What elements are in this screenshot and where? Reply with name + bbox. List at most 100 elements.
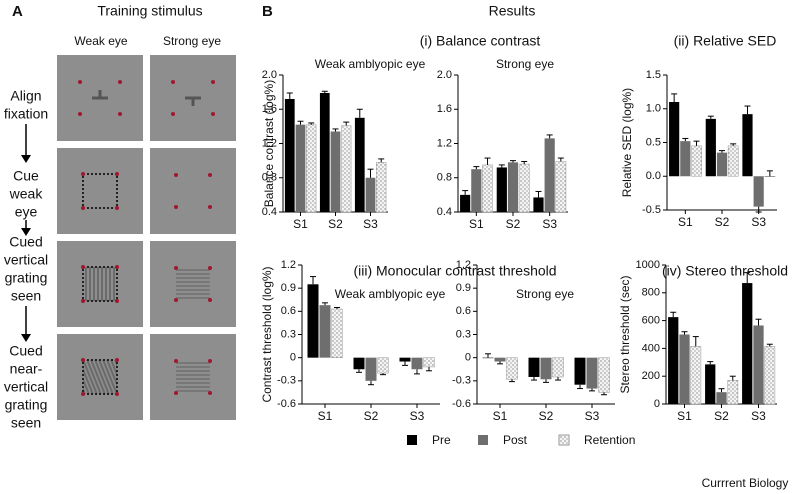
error-bar — [332, 128, 339, 132]
error-bar — [531, 376, 537, 381]
error-bar — [719, 150, 725, 153]
section-title: (iv) Stereo threshold — [662, 263, 788, 279]
error-bar — [718, 388, 725, 393]
dot — [174, 173, 178, 177]
bar — [742, 283, 753, 404]
y-tick-label: -0.5 — [642, 204, 661, 216]
dot — [174, 298, 178, 302]
stimulus-content — [81, 172, 119, 210]
bar — [376, 162, 387, 213]
bar — [574, 357, 586, 385]
arrowhead — [21, 228, 31, 236]
bar — [598, 357, 610, 393]
dot — [208, 173, 212, 177]
stimulus — [57, 334, 143, 420]
dot — [118, 112, 122, 116]
bar — [680, 141, 691, 177]
stimulus-content — [81, 358, 119, 396]
y-tick-label: 1.2 — [437, 137, 452, 149]
chart-subtitle: Strong eye — [496, 57, 554, 71]
error-bar — [414, 369, 420, 375]
bar — [716, 152, 728, 177]
y-tick-label: -0.3 — [452, 375, 471, 387]
bar — [411, 357, 423, 370]
y-axis-label: Stereo threshold (sec) — [618, 275, 632, 393]
y-tick-label: 200 — [642, 370, 660, 382]
bar — [669, 102, 680, 177]
error-bar — [589, 388, 595, 392]
stimulus — [150, 241, 236, 327]
x-tick-label: S3 — [542, 217, 557, 231]
y-tick-label: 0.5 — [646, 136, 661, 148]
x-tick-label: S2 — [364, 409, 379, 423]
x-tick-label: S2 — [328, 217, 343, 231]
dot — [208, 205, 212, 209]
error-bar — [707, 361, 714, 365]
bar — [399, 357, 411, 362]
error-bar — [322, 302, 328, 306]
row-label: seen — [11, 415, 41, 431]
row-label: Cued — [9, 343, 42, 359]
x-tick-label: S2 — [539, 409, 554, 423]
x-tick-label: S1 — [493, 409, 508, 423]
y-tick-label: 1.0 — [646, 103, 661, 115]
x-tick-label: S1 — [678, 215, 693, 229]
y-tick-label: 0.8 — [437, 172, 452, 184]
y-tick-label: 0 — [465, 352, 471, 364]
error-bar — [693, 140, 700, 146]
bar — [727, 145, 739, 177]
row-label: vertical — [4, 252, 48, 268]
error-bar — [509, 379, 515, 383]
error-bar — [577, 384, 583, 390]
error-bar — [543, 379, 549, 383]
error-bar — [682, 137, 689, 142]
error-bar — [744, 105, 751, 115]
grating-line — [90, 360, 106, 394]
y-axis-label: Balance contrast (log%) — [262, 80, 276, 207]
bar — [586, 357, 598, 389]
dot — [81, 206, 85, 210]
y-tick-label: -0.3 — [277, 375, 296, 387]
bar — [506, 357, 518, 380]
bar — [307, 284, 319, 358]
bar — [764, 176, 776, 177]
bar — [460, 194, 471, 212]
dot — [115, 265, 119, 269]
legend-label: Retention — [584, 433, 635, 447]
x-tick-label: S1 — [293, 217, 308, 231]
grating-line — [106, 360, 117, 388]
y-tick-label: 0.8 — [262, 172, 277, 184]
error-bar — [755, 206, 762, 213]
y-tick-label: 1.5 — [646, 69, 661, 81]
bar — [319, 305, 331, 358]
bar — [284, 98, 295, 212]
legend-swatch — [407, 435, 417, 445]
error-bar — [473, 166, 480, 170]
error-bar — [521, 160, 528, 165]
section-title: (iii) Monocular contrast threshold — [353, 263, 556, 279]
y-tick-label: 0.4 — [437, 206, 452, 218]
y-tick-label: 0.9 — [281, 282, 296, 294]
dot — [115, 358, 119, 362]
stimulus — [57, 148, 143, 234]
error-bar — [308, 122, 315, 125]
bar — [690, 346, 702, 405]
error-bar — [297, 120, 304, 125]
row-label: near- — [10, 361, 43, 377]
x-tick-label: S3 — [410, 409, 425, 423]
stimulus — [150, 148, 236, 234]
row-label: Align — [10, 88, 41, 104]
grating-line — [94, 360, 110, 394]
x-tick-label: S3 — [363, 217, 378, 231]
y-tick-label: 1.2 — [281, 259, 296, 271]
x-tick-label: S3 — [751, 215, 766, 229]
cue-square — [82, 266, 118, 302]
bar — [544, 138, 555, 212]
row-label: vertical — [4, 379, 48, 395]
x-tick-label: S3 — [751, 409, 766, 423]
x-tick-label: S1 — [318, 409, 333, 423]
dot — [81, 358, 85, 362]
stimulus-content — [78, 80, 122, 116]
bar — [353, 357, 365, 370]
